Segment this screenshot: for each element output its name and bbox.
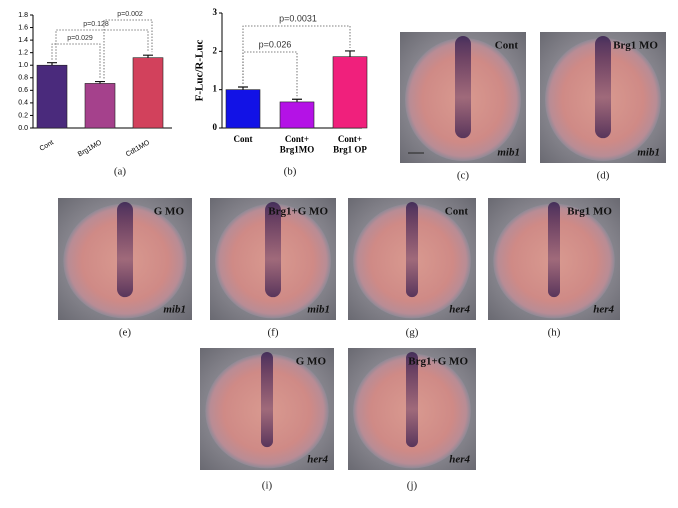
stain-stripe (406, 352, 418, 448)
embryo-image (488, 198, 620, 320)
image-label: G MO (296, 356, 327, 368)
y-tick-label: 1 (213, 84, 218, 94)
y-tick-label: 1.0 (18, 62, 28, 69)
y-tick-label: 3 (213, 7, 218, 17)
x-tick-label: Cdt1MO (125, 139, 152, 158)
error-bar (47, 62, 57, 66)
image-label: Brg1 MO (567, 206, 612, 218)
image-label: Brg1 MO (613, 40, 658, 52)
p-value: p=0.002 (117, 11, 143, 18)
embryo-image (540, 32, 666, 163)
embryo-image (348, 348, 476, 470)
gene-label: mib1 (307, 304, 330, 316)
gene-label: her4 (449, 304, 470, 316)
embryo-image (400, 32, 526, 163)
image-label: Cont (445, 206, 469, 218)
panel-caption: (e) (119, 327, 132, 339)
y-tick-label: 1.6 (18, 24, 28, 31)
image-label: Brg1+G MO (268, 206, 328, 218)
gene-label: mib1 (163, 304, 186, 316)
x-tick-label: Cont+ Brg1 OP (333, 134, 367, 154)
bar (36, 64, 68, 129)
error-bar (345, 50, 355, 57)
gene-label: her4 (307, 454, 328, 466)
y-tick-label: 2 (213, 45, 218, 55)
gene-label: her4 (593, 304, 614, 316)
panel-caption: (j) (407, 480, 418, 492)
image-label: Cont (495, 40, 519, 52)
stain-stripe (261, 352, 273, 448)
embryo-image (348, 198, 476, 320)
embryo-image (58, 198, 192, 320)
panel-caption: (d) (597, 170, 610, 182)
x-tick-label: Cont+ Brg1MO (280, 134, 315, 154)
x-tick-label: Cont (39, 139, 55, 152)
significance-bracket (55, 29, 149, 60)
y-tick-label: 1.4 (18, 37, 28, 44)
stain-stripe (455, 36, 471, 139)
bar (225, 89, 261, 129)
gene-label: her4 (449, 454, 470, 466)
stain-stripe (117, 202, 133, 298)
bar (84, 83, 116, 129)
significance-bracket (242, 25, 351, 84)
y-tick-label: 1.2 (18, 50, 28, 57)
panel-caption: (a) (114, 166, 127, 178)
y-tick-label: 0 (213, 122, 218, 132)
stain-stripe (548, 202, 560, 298)
embryo-image (200, 348, 334, 470)
image-label: G MO (154, 206, 185, 218)
bar (132, 57, 164, 129)
bar (279, 101, 315, 129)
panel-caption: (i) (262, 480, 273, 492)
y-tick-label: 0.6 (18, 87, 28, 94)
panel-caption: (c) (457, 170, 470, 182)
y-tick-label: 0.8 (18, 75, 28, 82)
p-value: p=0.029 (67, 35, 93, 42)
error-bar (292, 98, 302, 102)
panel-caption: (b) (284, 166, 297, 178)
stain-stripe (406, 202, 418, 298)
image-label: Brg1+G MO (408, 356, 468, 368)
y-tick-label: 0.2 (18, 112, 28, 119)
error-bar (143, 54, 153, 58)
stain-stripe (595, 36, 611, 139)
panel-caption: (f) (268, 327, 279, 339)
x-tick-label: Brg1MO (77, 139, 104, 158)
y-tick-label: 1.8 (18, 12, 28, 19)
y-axis-label: F-Luc/R-Luc (194, 40, 206, 102)
significance-bracket (51, 43, 101, 79)
y-tick-label: 0.4 (18, 100, 28, 107)
embryo-image (210, 198, 336, 320)
p-value: p=0.0031 (279, 13, 317, 23)
bar (332, 56, 368, 129)
p-value: p=0.128 (83, 21, 109, 28)
error-bar (95, 80, 105, 84)
error-bar (238, 86, 248, 90)
p-value: p=0.026 (259, 39, 292, 49)
panel-caption: (g) (406, 327, 419, 339)
gene-label: mib1 (497, 147, 520, 159)
gene-label: mib1 (637, 147, 660, 159)
panel-caption: (h) (548, 327, 561, 339)
stain-stripe (265, 202, 281, 298)
y-tick-label: 0.0 (18, 125, 28, 132)
x-tick-label: Cont (233, 134, 252, 144)
